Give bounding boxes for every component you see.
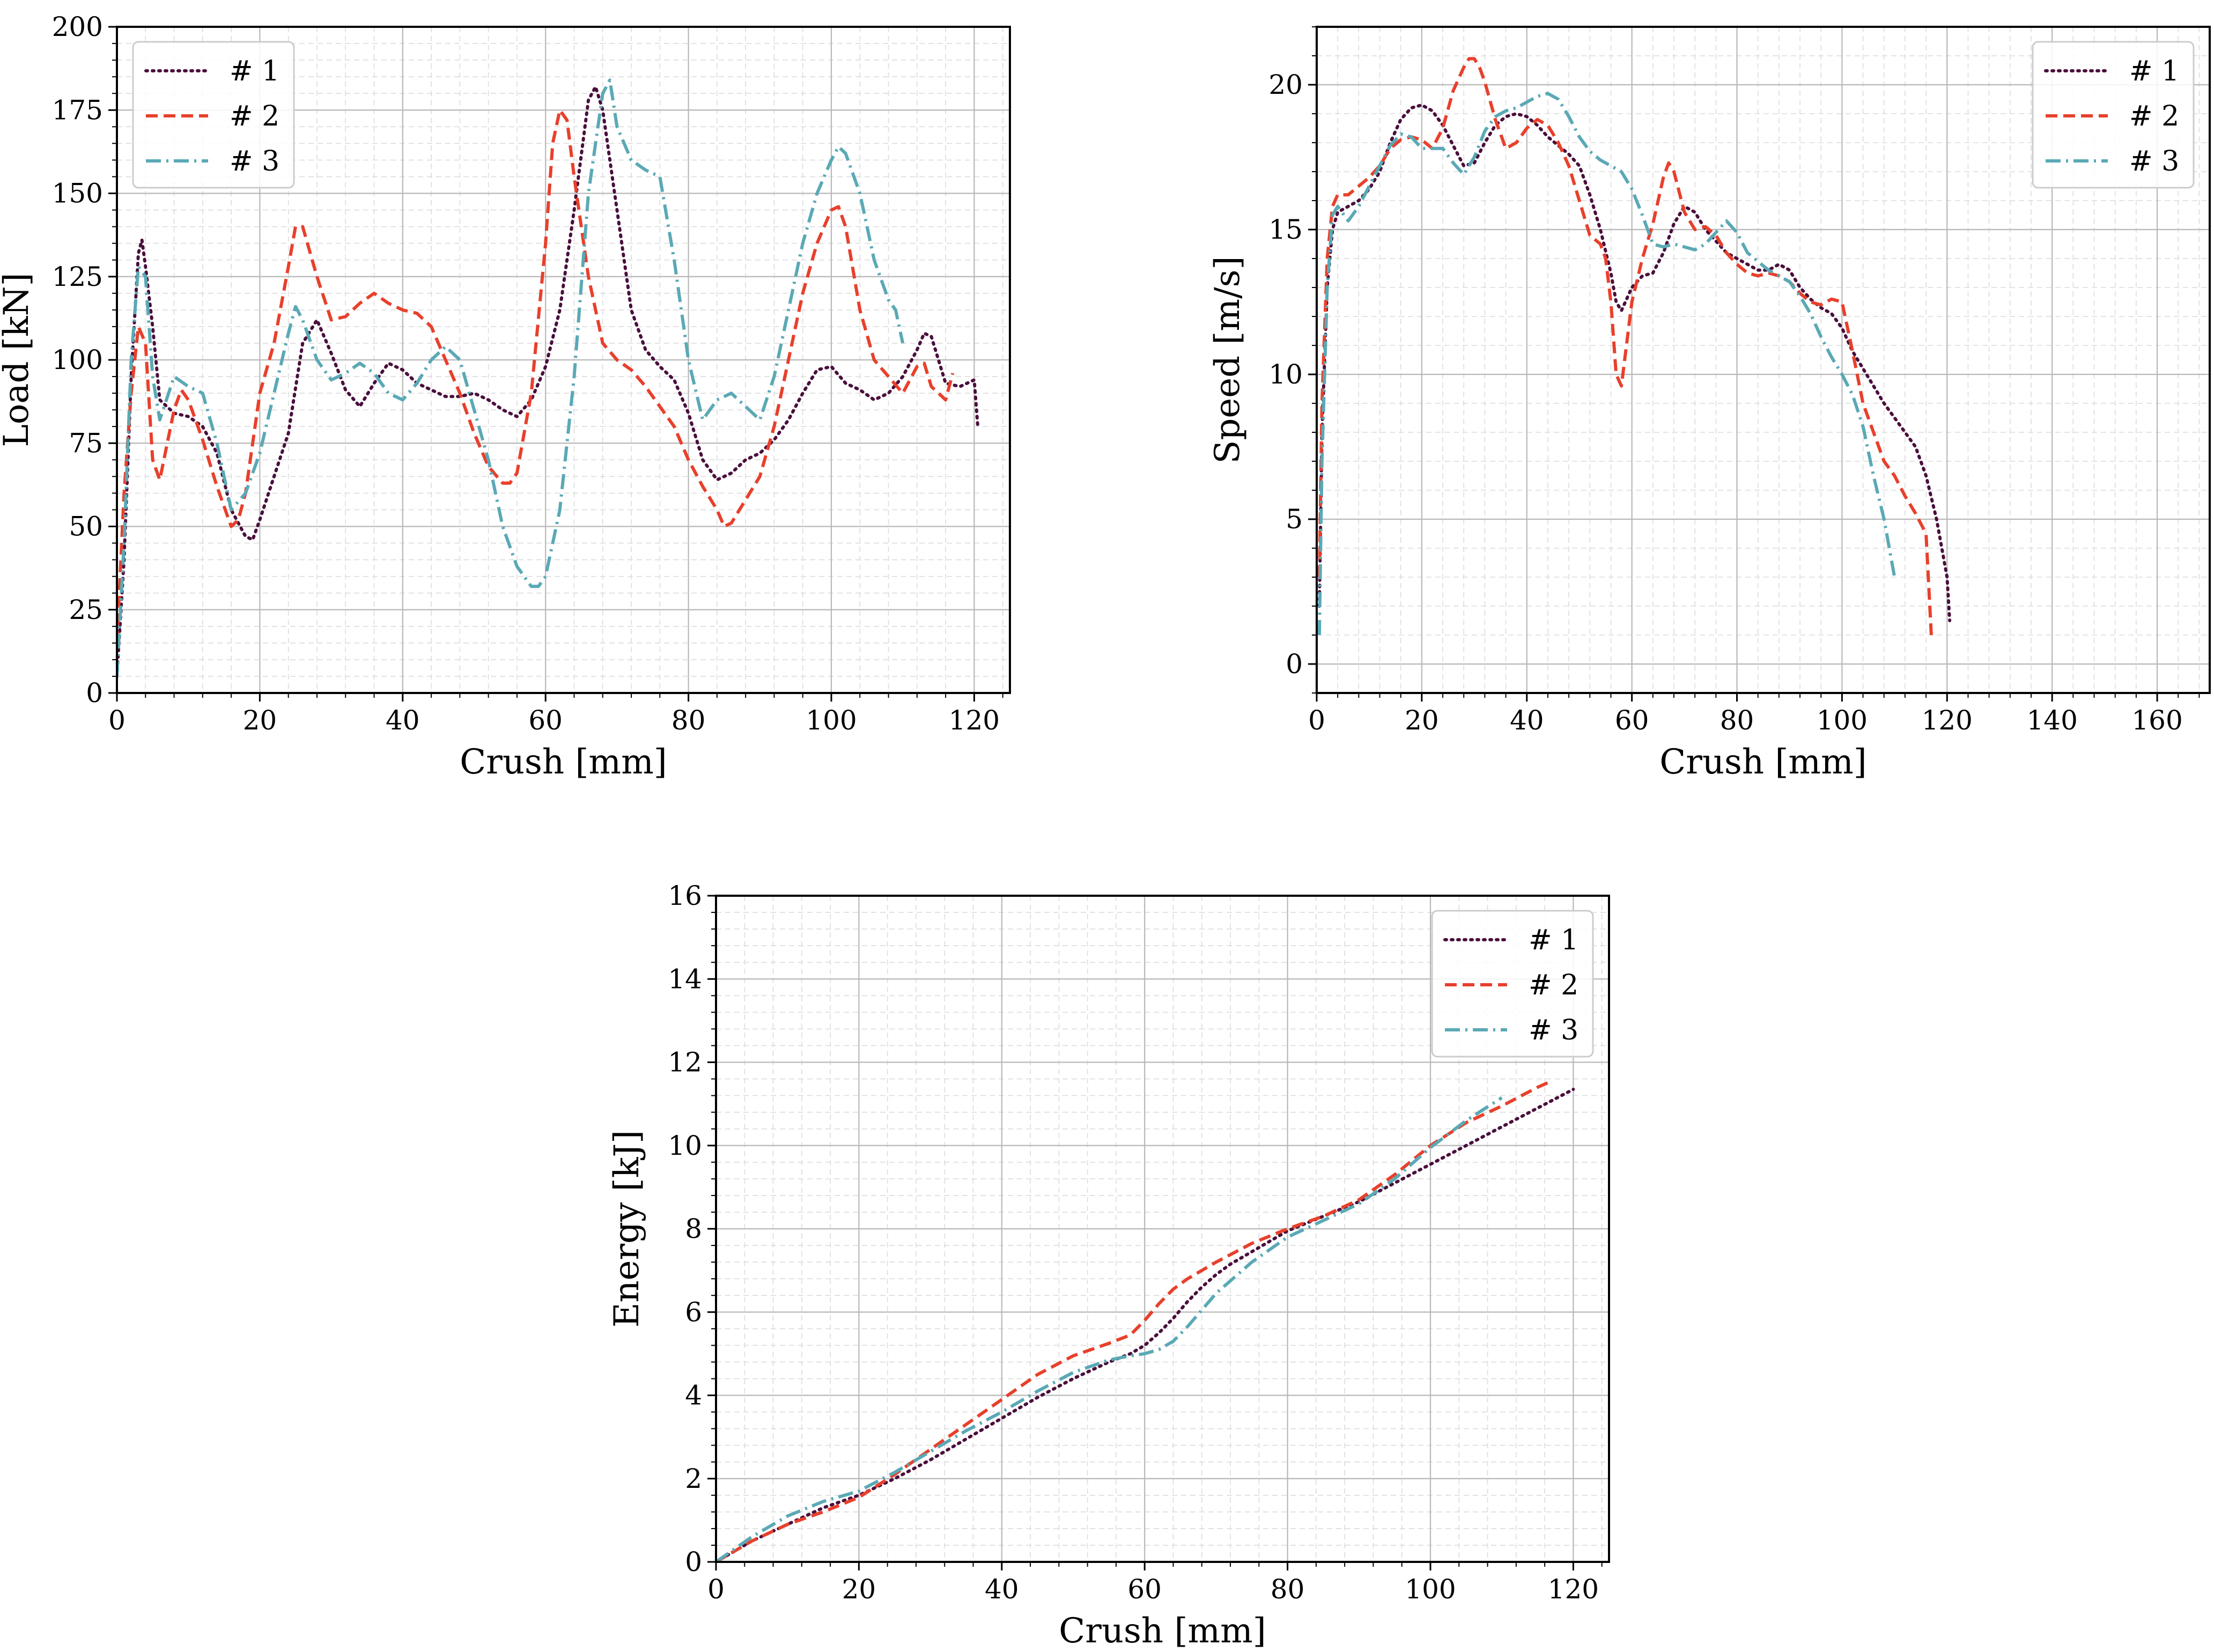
x-tick-label: 140 [2026, 705, 2077, 736]
x-tick-label: 120 [1922, 705, 1973, 736]
y-tick-label: 25 [69, 594, 103, 625]
legend-entry-2: # 2 [1529, 969, 1578, 1001]
energy-series-3-line [716, 1096, 1503, 1562]
y-tick-label: 16 [668, 880, 702, 911]
legend-entry-3: # 3 [1529, 1014, 1578, 1046]
x-tick-label: 80 [1271, 1574, 1305, 1605]
y-tick-label: 50 [69, 511, 103, 542]
speed-series-2-line [1317, 57, 1933, 636]
speed-chart: 0 20 40 60 80 100 120 140 160 0 5 10 15 20 Crush [mm] S… [1208, 26, 2211, 782]
y-tick-label: 12 [668, 1047, 702, 1078]
energy-series-group [716, 1079, 1575, 1562]
x-axis-label: Crush [mm] [460, 742, 667, 782]
x-axis-label: Crush [mm] [1659, 742, 1867, 782]
x-tick-label: 80 [1720, 705, 1754, 736]
load-legend: # 1 # 2 # 3 [132, 41, 295, 189]
y-tick-label: 75 [69, 427, 103, 459]
x-tick-label: 100 [1405, 1574, 1456, 1605]
legend-entry-1: # 1 [230, 55, 279, 87]
y-tick-label: 14 [668, 963, 702, 994]
x-tick-label: 60 [1127, 1574, 1162, 1605]
x-tick-label: 80 [671, 705, 706, 736]
y-axis-label: Load [kN] [0, 272, 36, 447]
energy-legend: # 1 # 2 # 3 [1431, 910, 1594, 1058]
y-tick-label: 150 [52, 178, 103, 209]
x-tick-label: 20 [842, 1574, 876, 1605]
legend-frame [132, 41, 295, 189]
legend-entry-3: # 3 [230, 145, 279, 178]
legend-frame [1431, 910, 1594, 1058]
y-tick-label: 0 [86, 677, 103, 709]
legend-entry-1: # 1 [1529, 924, 1578, 956]
speed-legend: # 1 # 2 # 3 [2032, 41, 2195, 189]
energy-series-2-line [716, 1079, 1553, 1562]
y-tick-label: 2 [685, 1463, 702, 1494]
x-tick-label: 40 [985, 1574, 1019, 1605]
y-tick-label: 100 [52, 344, 103, 375]
y-tick-label: 10 [668, 1130, 702, 1161]
load-axes-frame [116, 26, 1011, 694]
x-tick-label: 160 [2131, 705, 2182, 736]
legend-entry-1: # 1 [2129, 55, 2179, 87]
y-tick-label: 200 [52, 11, 103, 42]
load-chart: 0 20 40 60 80 100 120 0 25 50 75 100 125 150 175 200 Cru… [0, 11, 1011, 782]
legend-frame [2032, 41, 2195, 189]
load-series-2-line [117, 108, 955, 643]
y-axis-label: Energy [kJ] [607, 1130, 647, 1328]
y-tick-label: 4 [685, 1380, 702, 1411]
x-tick-label: 60 [528, 705, 563, 736]
x-tick-label: 120 [1548, 1574, 1599, 1605]
x-axis-label: Crush [mm] [1059, 1611, 1266, 1651]
speed-series-1-line [1317, 103, 1952, 622]
x-tick-label: 40 [1510, 705, 1544, 736]
legend-entry-2: # 2 [2129, 100, 2179, 132]
legend-entry-2: # 2 [230, 100, 279, 132]
x-tick-label: 60 [1615, 705, 1649, 736]
y-tick-label: 6 [685, 1296, 702, 1328]
y-tick-label: 8 [685, 1213, 702, 1244]
x-tick-label: 20 [1405, 705, 1439, 736]
y-tick-label: 15 [1268, 214, 1303, 245]
load-series-3-line [117, 78, 905, 677]
legend-entry-3: # 3 [2129, 145, 2179, 178]
x-tick-label: 100 [806, 705, 857, 736]
x-tick-label: 0 [707, 1574, 725, 1605]
x-tick-label: 20 [243, 705, 277, 736]
x-tick-label: 100 [1817, 705, 1868, 736]
speed-series-group [1317, 57, 1952, 636]
energy-axes-frame [715, 895, 1610, 1563]
x-tick-label: 0 [1308, 705, 1325, 736]
energy-series-1-line [716, 1088, 1575, 1562]
load-series-group [117, 78, 980, 678]
x-tick-label: 40 [386, 705, 420, 736]
speed-axes-frame [1316, 26, 2211, 694]
y-axis-label: Speed [m/s] [1208, 256, 1248, 464]
y-tick-label: 125 [52, 261, 103, 292]
y-tick-label: 0 [1286, 648, 1303, 680]
energy-chart: 0 20 40 60 80 100 120 0 2 4 6 8 10 12 14 16 Crush [mm] En… [607, 880, 1610, 1651]
y-tick-label: 10 [1268, 359, 1303, 390]
y-tick-label: 0 [685, 1546, 702, 1577]
speed-series-3-line [1317, 92, 1896, 636]
x-tick-label: 0 [108, 705, 126, 736]
y-tick-label: 5 [1286, 504, 1303, 535]
y-tick-label: 175 [52, 94, 103, 126]
x-tick-label: 120 [949, 705, 1000, 736]
y-tick-label: 20 [1268, 69, 1303, 100]
